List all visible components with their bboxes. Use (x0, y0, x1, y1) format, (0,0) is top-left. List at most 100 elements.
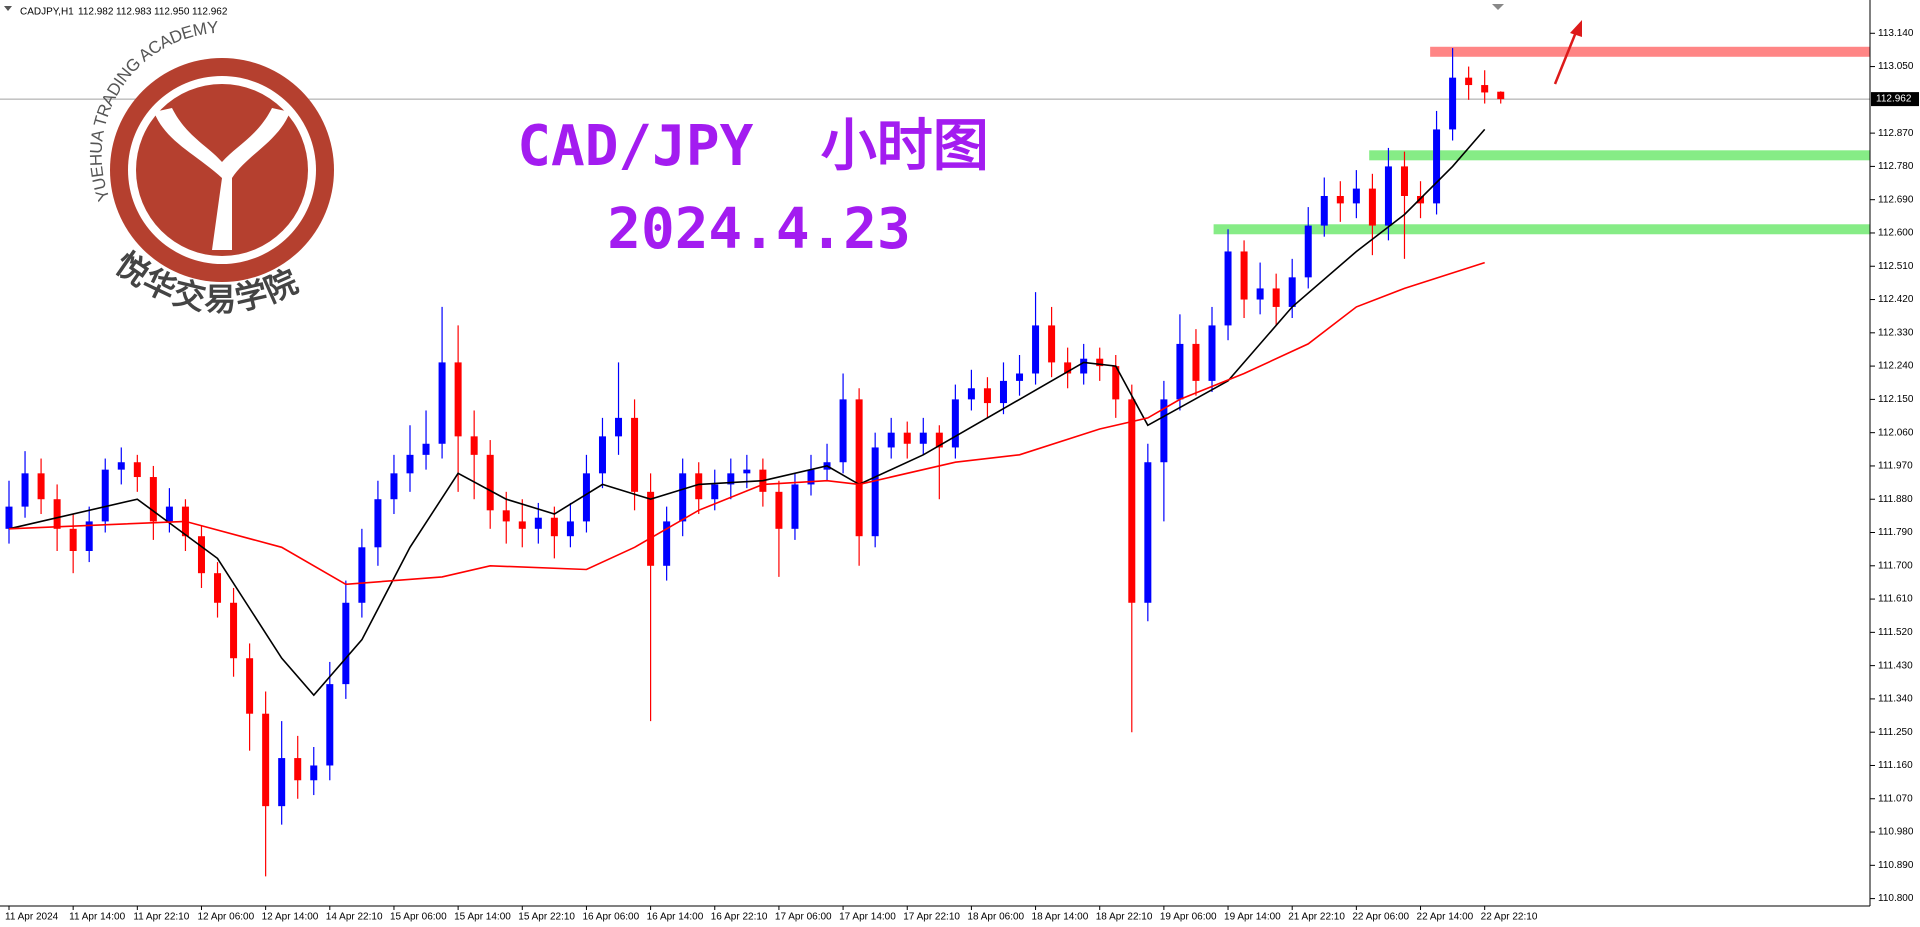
candle-body (1080, 358, 1088, 374)
y-tick-label: 110.800 (1878, 893, 1914, 904)
candle-body (1352, 188, 1360, 204)
arrow-shaft (1553, 31, 1578, 85)
shift-marker (1492, 4, 1504, 10)
chart-title: CAD/JPY 小时图 (517, 114, 988, 179)
y-tick-label: 112.600 (1878, 228, 1914, 239)
candle-body (1208, 325, 1216, 381)
candle-body (999, 380, 1007, 404)
candle-body (631, 417, 639, 492)
candle-body (566, 521, 574, 537)
x-tick-label: 16 Apr 06:00 (582, 912, 639, 923)
candle-body (1032, 325, 1040, 374)
candle-body (1096, 358, 1104, 367)
y-tick-label: 110.890 (1878, 860, 1914, 871)
candle-body (1176, 343, 1184, 400)
moving-average (8, 261, 1485, 586)
candle-body (1240, 251, 1248, 300)
x-tick-label: 11 Apr 14:00 (69, 912, 125, 923)
current-price-label: 112.962 (1876, 94, 1912, 105)
candle-body (1417, 195, 1425, 204)
ohlc-header: 112.982 (78, 7, 114, 18)
candle-body (278, 758, 286, 807)
candle-body (310, 765, 318, 781)
y-tick-label: 111.790 (1878, 527, 1913, 538)
logo: YUEHUA TRADING ACADEMY 悦华交易学院 (87, 18, 334, 318)
candle-body (1320, 195, 1328, 226)
candle-body (1481, 85, 1489, 93)
candle-body (983, 388, 991, 404)
y-tick-label: 113.050 (1878, 61, 1914, 72)
candle-body (871, 447, 879, 537)
candle-body (53, 499, 61, 529)
x-tick-label: 22 Apr 22:10 (1481, 912, 1538, 923)
y-tick-label: 112.060 (1878, 427, 1914, 438)
chart-subtitle: 2024.4.23 (607, 197, 910, 262)
candle-body (326, 684, 334, 766)
candle-body (149, 477, 157, 522)
candle-body (438, 362, 446, 444)
x-tick-label: 21 Apr 22:10 (1288, 912, 1345, 923)
candle-body (903, 432, 911, 444)
candle-body (951, 399, 959, 448)
candle-body (1224, 251, 1232, 326)
candle-body (470, 436, 478, 455)
x-tick-label: 11 Apr 22:10 (133, 912, 189, 923)
candle-body (1064, 362, 1072, 374)
x-tick-label: 17 Apr 22:10 (903, 912, 960, 923)
candle-body (422, 443, 430, 455)
trend-arrow (1553, 20, 1582, 85)
x-tick-label: 11 Apr 2024 (5, 912, 59, 923)
candle-body (919, 432, 927, 444)
candle-body (550, 517, 558, 537)
candle-body (807, 469, 815, 485)
candle-body (1384, 166, 1392, 226)
candle-body (406, 454, 414, 474)
candle-body (1144, 462, 1152, 603)
x-tick-label: 16 Apr 14:00 (647, 912, 704, 923)
candle-body (647, 491, 655, 566)
x-tick-label: 19 Apr 06:00 (1160, 912, 1217, 923)
candle-body (454, 362, 462, 437)
x-tick-label: 19 Apr 14:00 (1224, 912, 1281, 923)
x-tick-label: 18 Apr 14:00 (1032, 912, 1089, 923)
candle-body (518, 521, 526, 529)
candle-body (390, 473, 398, 500)
y-tick-label: 111.610 (1878, 594, 1913, 605)
candle-body (165, 506, 173, 522)
candle-body (1048, 325, 1056, 363)
y-tick-label: 111.880 (1878, 494, 1913, 505)
candle-body (1465, 77, 1473, 86)
candle-body (775, 491, 783, 529)
candle-body (887, 432, 895, 448)
moving-average (8, 128, 1486, 697)
candle-body (1336, 195, 1344, 204)
candle-body (1160, 399, 1168, 463)
y-tick-label: 110.980 (1878, 827, 1914, 838)
x-tick-label: 16 Apr 22:10 (711, 912, 768, 923)
candle-body (727, 473, 735, 485)
candle-body (711, 484, 719, 500)
candle-body (502, 510, 510, 522)
candle-body (1288, 277, 1296, 307)
candle-body (1433, 129, 1441, 204)
candle-body (935, 432, 943, 448)
candle-body (133, 462, 141, 478)
x-tick-label: 22 Apr 06:00 (1352, 912, 1409, 923)
candle-body (1256, 288, 1264, 300)
menu-triangle (4, 6, 12, 11)
candle-body (294, 758, 302, 781)
candle-body (1016, 373, 1024, 381)
candle-body (791, 484, 799, 529)
y-tick-label: 111.970 (1878, 461, 1913, 472)
y-tick-label: 111.070 (1878, 793, 1913, 804)
candle-body (839, 399, 847, 463)
candle-body (695, 473, 703, 500)
candle-body (1192, 343, 1200, 381)
x-tick-label: 17 Apr 06:00 (775, 912, 832, 923)
x-tick-label: 12 Apr 14:00 (262, 912, 319, 923)
candle-body (262, 713, 270, 807)
logo-symbol (154, 108, 290, 250)
candle-body (1128, 399, 1136, 603)
candle-body (663, 521, 671, 566)
symbol-label: CADJPY,H1 (20, 7, 74, 18)
